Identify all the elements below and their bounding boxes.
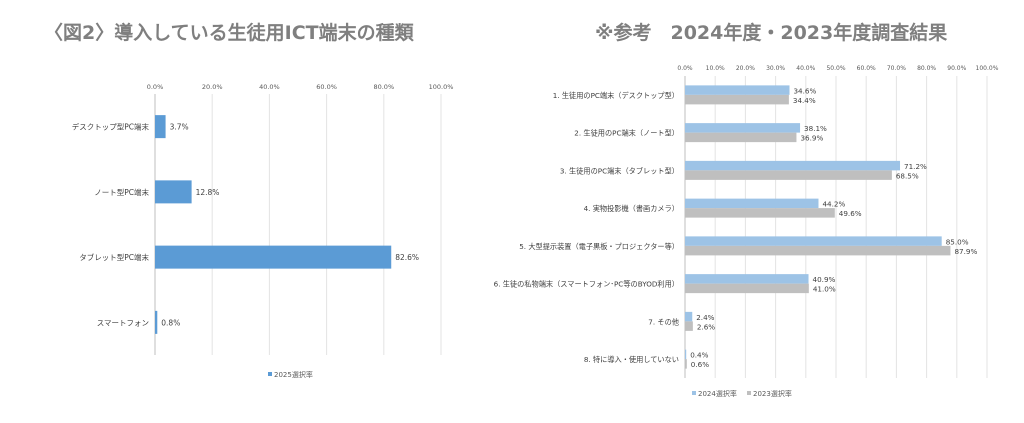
x-tick-label: 70.0%: [887, 65, 906, 72]
bar: [685, 208, 835, 218]
x-tick-label: 10.0%: [706, 65, 725, 72]
category-label: 3. 生徒用のPC端末（タブレット型）: [560, 166, 679, 175]
right-chart-title: ※参考 2024年度・2023年度調査結果: [595, 22, 948, 44]
data-label: 36.9%: [800, 134, 823, 143]
data-label: 12.8%: [196, 188, 220, 197]
x-tick-label: 20.0%: [202, 83, 223, 91]
bar: [685, 132, 797, 143]
bar: [685, 349, 687, 360]
x-tick-label: 40.0%: [796, 65, 815, 72]
data-label: 40.9%: [813, 275, 836, 284]
data-label: 0.4%: [690, 351, 708, 360]
bar: [685, 359, 687, 369]
bar: [155, 245, 392, 269]
category-label: ノート型PC端末: [94, 187, 149, 197]
category-label: 4. 実物投影機（書画カメラ）: [584, 204, 679, 213]
legend-label: 2023選択率: [753, 389, 792, 398]
data-label: 34.6%: [793, 86, 816, 95]
bar: [685, 85, 790, 95]
data-label: 44.2%: [822, 200, 845, 209]
data-label: 2.6%: [697, 322, 715, 331]
data-label: 49.6%: [839, 209, 862, 218]
data-label: 34.4%: [793, 96, 816, 105]
category-label: デスクトップ型PC端末: [72, 122, 150, 132]
bar: [685, 245, 951, 256]
x-tick-label: 20.0%: [736, 65, 755, 72]
bar: [155, 310, 158, 334]
category-label: スマートフォン: [97, 318, 149, 327]
data-label: 71.2%: [904, 162, 927, 171]
bar: [685, 170, 892, 180]
legend-swatch: [268, 372, 272, 376]
data-label: 87.9%: [954, 247, 977, 256]
x-tick-label: 100.0%: [976, 65, 999, 72]
category-label: 2. 生徒用のPC端末（ノート型）: [574, 129, 679, 138]
bar: [685, 94, 789, 105]
category-label: 1. 生徒用のPC端末（デスクトップ型）: [553, 91, 679, 100]
data-label: 68.5%: [896, 171, 919, 180]
data-label: 41.0%: [813, 285, 836, 294]
bar: [685, 321, 693, 331]
category-label: 6. 生徒の私物端末（スマートフォン･PC等のBYOD利用）: [494, 280, 679, 289]
category-label: 8. 特に導入・使用していない: [584, 355, 679, 364]
x-tick-label: 40.0%: [259, 83, 280, 91]
data-label: 0.6%: [691, 360, 709, 369]
bar: [685, 283, 809, 294]
bar: [685, 160, 901, 171]
x-tick-label: 60.0%: [857, 65, 876, 72]
category-label: 5. 大型提示装置（電子黒板・プロジェクター等）: [519, 242, 679, 251]
x-tick-label: 90.0%: [947, 65, 966, 72]
legend-label: 2024選択率: [698, 389, 737, 398]
category-label: タブレット型PC端末: [79, 252, 149, 262]
bar: [685, 123, 801, 133]
bar: [155, 180, 192, 204]
x-tick-label: 80.0%: [373, 83, 394, 91]
data-label: 3.7%: [170, 123, 189, 132]
legend-swatch: [692, 391, 696, 395]
data-label: 2.4%: [696, 313, 714, 322]
bar: [685, 274, 809, 284]
x-tick-label: 50.0%: [826, 65, 845, 72]
x-tick-label: 80.0%: [917, 65, 936, 72]
data-label: 38.1%: [804, 124, 827, 133]
category-label: 7. その他: [648, 317, 679, 326]
legend-label: 2025選択率: [274, 370, 313, 379]
bar: [685, 236, 942, 246]
x-tick-label: 0.0%: [147, 83, 164, 91]
x-tick-label: 30.0%: [766, 65, 785, 72]
bar: [685, 311, 693, 322]
x-tick-label: 100.0%: [429, 83, 454, 91]
data-label: 0.8%: [161, 318, 180, 327]
bar: [685, 198, 819, 209]
data-label: 85.0%: [946, 237, 969, 246]
legend-swatch: [747, 391, 751, 395]
data-label: 82.6%: [395, 253, 419, 262]
x-tick-label: 0.0%: [677, 65, 693, 72]
x-tick-label: 60.0%: [316, 83, 337, 91]
bar: [155, 115, 166, 139]
left-chart-title: 〈図2〉導入している生徒用ICT端末の種類: [44, 22, 414, 44]
